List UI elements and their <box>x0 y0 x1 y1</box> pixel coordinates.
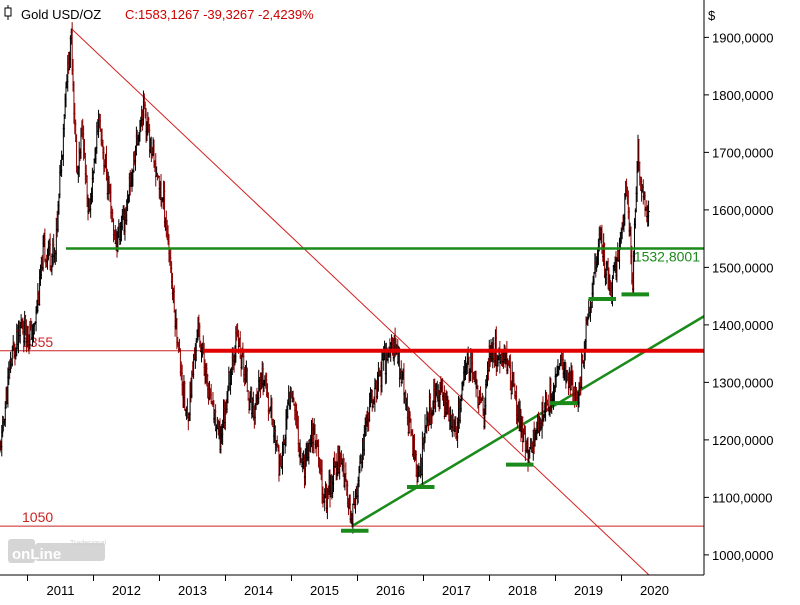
logo-product: onLine <box>12 546 61 563</box>
y-tick-label: 1400,0000 <box>712 318 773 333</box>
y-tick-label: 1600,0000 <box>712 203 773 218</box>
y-axis-unit: $ <box>708 8 716 23</box>
y-tick-label: 1500,0000 <box>712 260 773 275</box>
quote-line: C:1583,1267 -39,3267 -2,4239% <box>125 7 314 22</box>
y-tick-label: 1100,0000 <box>712 490 773 505</box>
y-tick-label: 1300,0000 <box>712 375 773 390</box>
support-marks <box>341 292 649 533</box>
x-tick-label: 2011 <box>47 583 75 598</box>
candlestick-icon <box>4 5 12 20</box>
x-axis-ticks: 2011 2012 2013 2014 2015 2016 2017 2018 2019 2020 <box>27 575 669 598</box>
x-tick-label: 2017 <box>442 583 471 598</box>
x-tick-label: 2016 <box>376 583 405 598</box>
y-axis-ticks: 1000,0000 1100,0000 1200,0000 1300,0000 1400… <box>704 30 773 563</box>
instrument-name: Gold USD/OZ <box>21 7 101 22</box>
x-tick-label: 2014 <box>244 583 273 598</box>
chart-header: Gold USD/OZ C:1583,1267 -39,3267 -2,4239… <box>4 5 314 22</box>
y-tick-label: 1000,0000 <box>712 548 773 563</box>
x-tick-label: 2012 <box>112 583 141 598</box>
falling-resistance-trendline <box>71 28 650 576</box>
x-tick-label: 2013 <box>178 583 207 598</box>
y-tick-label: 1700,0000 <box>712 145 773 160</box>
x-tick-label: 2018 <box>508 583 537 598</box>
y-tick-label: 1800,0000 <box>712 88 773 103</box>
support-resistance-lines: 1532,8001 <box>66 247 704 353</box>
y-tick-label: 1900,0000 <box>712 30 773 45</box>
x-tick-label: 2020 <box>640 583 669 598</box>
reference-line-label: 1050 <box>22 509 53 525</box>
logo-vendor: Tradesignal <box>70 540 107 547</box>
y-tick-label: 1200,0000 <box>712 433 773 448</box>
support-line-label: 1532,8001 <box>634 249 700 265</box>
x-tick-label: 2015 <box>310 583 339 598</box>
x-tick-label: 2019 <box>574 583 603 598</box>
price-bars <box>0 22 651 534</box>
tradesignal-logo: Tradesignal onLine <box>8 539 107 563</box>
